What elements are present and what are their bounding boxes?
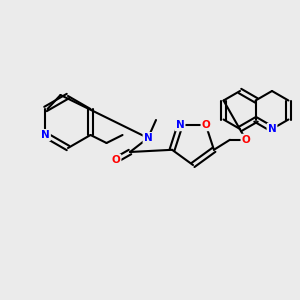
Text: N: N [176, 120, 184, 130]
Text: N: N [144, 133, 152, 143]
Text: N: N [268, 124, 276, 134]
Text: N: N [41, 130, 50, 140]
Text: O: O [112, 155, 120, 165]
Text: O: O [202, 120, 210, 130]
Text: O: O [242, 135, 250, 145]
